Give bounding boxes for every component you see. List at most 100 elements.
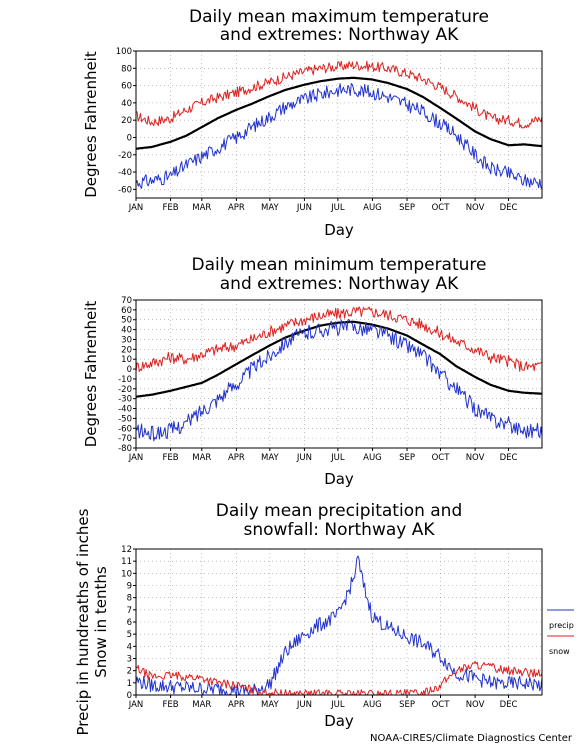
y-tick-label: -20: [118, 151, 132, 161]
x-tick-label: JAN: [128, 203, 144, 213]
chart-title-line: snowfall: Northway AK: [243, 520, 435, 540]
x-tick-label: APR: [228, 203, 245, 213]
x-tick-label: FEB: [163, 203, 179, 213]
plot-frame: [135, 548, 543, 696]
x-tick-label: MAR: [192, 453, 211, 463]
y-axis-label: Degrees Fahrenheit: [82, 51, 100, 198]
y-tick-label: -70: [118, 434, 132, 444]
y-tick-label: 20: [121, 345, 132, 355]
y-tick-label: -10: [118, 375, 132, 385]
y-tick-label: 7: [127, 606, 132, 616]
x-tick-label: JAN: [128, 700, 144, 710]
x-axis-label: Day: [324, 221, 354, 239]
chart-title-line: and extremes: Northway AK: [220, 25, 459, 45]
y-tick-label: 9: [127, 582, 132, 592]
legend-label-precip: precip: [549, 621, 574, 630]
x-tick-label: MAY: [261, 700, 279, 710]
x-tick-label: APR: [228, 453, 245, 463]
x-tick-label: DEC: [500, 453, 518, 463]
y-axis-label: Snow in tenths: [92, 566, 110, 678]
credit-text: NOAA-CIRES/Climate Diagnostics Center: [370, 733, 573, 744]
y-tick-label: 1: [127, 679, 132, 689]
y-tick-label: 40: [121, 326, 132, 336]
x-tick-label: JUL: [330, 203, 345, 213]
y-tick-label: 2: [127, 667, 132, 677]
x-tick-label: SEP: [399, 453, 415, 463]
x-tick-label: NOV: [466, 453, 485, 463]
series-line-mean: [135, 320, 543, 398]
y-tick-label: -20: [118, 385, 132, 395]
y-tick-label: -40: [118, 168, 132, 178]
x-tick-label: AUG: [363, 700, 382, 710]
y-axis-label: Precip in hundreaths of inches: [74, 508, 92, 735]
x-tick-label: JUN: [296, 700, 312, 710]
x-tick-label: AUG: [363, 453, 382, 463]
chart-title-line: Daily mean precipitation and: [216, 501, 463, 521]
y-tick-label: 11: [121, 557, 132, 567]
x-tick-label: NOV: [466, 203, 485, 213]
y-tick-label: 0: [127, 133, 132, 143]
series-line-snow: [135, 660, 543, 696]
x-tick-label: OCT: [432, 203, 451, 213]
series-line-mean: [135, 76, 543, 150]
y-tick-label: 60: [121, 82, 132, 92]
x-tick-label: OCT: [432, 453, 451, 463]
x-tick-label: FEB: [163, 453, 179, 463]
chart-title-line: Daily mean maximum temperature: [189, 7, 489, 27]
x-tick-label: FEB: [163, 700, 179, 710]
x-tick-label: SEP: [399, 700, 415, 710]
y-tick-label: 6: [127, 618, 132, 628]
y-tick-label: -60: [118, 185, 132, 195]
series-line-extreme_max: [135, 306, 543, 372]
y-tick-label: 5: [127, 630, 132, 640]
chart-title-line: and extremes: Northway AK: [220, 274, 459, 294]
x-axis-label: Day: [324, 470, 354, 488]
y-tick-label: -50: [118, 414, 132, 424]
y-tick-label: -40: [118, 405, 132, 415]
y-tick-label: 8: [127, 594, 132, 604]
x-tick-label: SEP: [399, 203, 415, 213]
y-tick-label: 0: [127, 691, 132, 701]
x-tick-label: DEC: [500, 203, 518, 213]
x-tick-label: JUL: [330, 453, 345, 463]
y-tick-label: 30: [121, 335, 132, 345]
x-tick-label: JUN: [296, 453, 312, 463]
y-tick-label: 3: [127, 655, 132, 665]
y-tick-label: 0: [127, 365, 132, 375]
y-tick-label: 4: [127, 642, 132, 652]
series-line-precip: [135, 555, 543, 696]
series-line-extreme_max: [135, 60, 543, 129]
y-tick-label: 10: [121, 569, 132, 579]
series-line-extreme_min: [135, 83, 543, 190]
y-axis-label: Degrees Fahrenheit: [82, 301, 100, 448]
x-axis-label: Day: [324, 712, 354, 730]
x-tick-label: APR: [228, 700, 245, 710]
y-tick-label: 10: [121, 355, 132, 365]
x-tick-label: MAR: [192, 700, 211, 710]
chart-title-line: Daily mean minimum temperature: [192, 255, 487, 275]
x-tick-label: MAY: [261, 203, 279, 213]
y-tick-label: -80: [118, 444, 132, 454]
plot-frame: [135, 299, 543, 449]
plot-frame: [135, 50, 543, 199]
y-tick-label: 20: [121, 116, 132, 126]
x-tick-label: NOV: [466, 700, 485, 710]
y-tick-label: 80: [121, 64, 132, 74]
x-tick-label: JAN: [128, 453, 144, 463]
x-tick-label: JUN: [296, 203, 312, 213]
x-tick-label: AUG: [363, 203, 382, 213]
legend-label-snow: snow: [549, 647, 570, 656]
y-tick-label: 60: [121, 306, 132, 316]
y-tick-label: 12: [121, 545, 132, 555]
y-tick-label: -30: [118, 395, 132, 405]
y-tick-label: 70: [121, 296, 132, 306]
x-tick-label: JUL: [330, 700, 345, 710]
y-tick-label: 100: [116, 47, 132, 57]
y-tick-label: -60: [118, 424, 132, 434]
x-tick-label: MAY: [261, 453, 279, 463]
y-tick-label: 50: [121, 316, 132, 326]
